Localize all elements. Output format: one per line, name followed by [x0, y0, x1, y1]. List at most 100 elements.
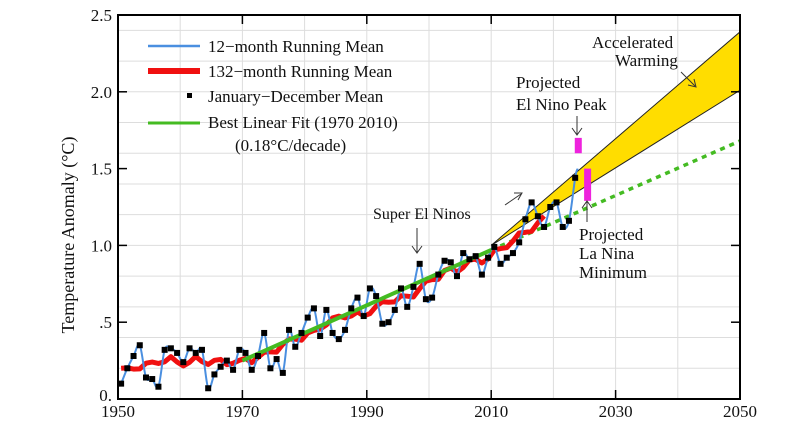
legend-label-132month: 132−month Running Mean [208, 62, 393, 81]
annotation-accelerated-line1: Accelerated [592, 33, 674, 52]
annual-mean-point [460, 250, 467, 257]
annual-mean-point [485, 254, 492, 261]
legend-label-linear-fit: Best Linear Fit (1970 2010) [208, 113, 398, 132]
annual-mean-point [466, 256, 473, 263]
annual-mean-point [373, 293, 380, 300]
annual-mean-point [180, 359, 187, 366]
annual-mean-point [161, 346, 168, 353]
annual-mean-point [503, 254, 510, 261]
arrowhead-icon [687, 78, 697, 88]
annual-mean-point [478, 271, 485, 278]
legend-label-annual: January−December Mean [208, 87, 384, 106]
annual-mean-point [205, 385, 212, 392]
annual-mean-point [342, 326, 349, 333]
annual-mean-point [317, 333, 324, 340]
y-tick-label: 2.5 [91, 6, 112, 25]
annual-mean-point [118, 380, 125, 387]
annotation-el-nino-peak-line1: Projected [516, 73, 581, 92]
annual-mean-point [410, 283, 417, 290]
annual-mean-point [335, 336, 342, 343]
annual-mean-point [136, 342, 143, 349]
annotation-la-nina-line3: Minimum [579, 263, 647, 282]
y-tick-label: 1.5 [91, 160, 112, 179]
annual-mean-point [217, 363, 224, 370]
annual-mean-point [167, 345, 174, 352]
annual-mean-point [547, 204, 554, 210]
annual-mean-point [385, 319, 392, 326]
annual-mean-point [223, 357, 230, 364]
axis-ticks: 1950 1970 1990 2010 2030 2050 0. .5 1.0 1.5 2.0 2.5 [91, 6, 757, 421]
annual-mean-point [267, 365, 274, 372]
annual-mean-point [248, 366, 255, 373]
annual-mean-point [435, 271, 442, 278]
y-tick-label: 1.0 [91, 236, 112, 255]
annual-mean-point [416, 260, 423, 267]
plot-border [117, 14, 741, 400]
annual-mean-point [261, 329, 268, 336]
annual-mean-point [509, 250, 516, 257]
y-tick-label: 2.0 [91, 83, 112, 102]
legend-swatch-annual [187, 93, 192, 98]
annual-mean-point [142, 374, 149, 381]
annual-mean-point [286, 326, 293, 333]
annual-mean-point [292, 343, 299, 350]
running-mean-132-month [120, 214, 546, 372]
annual-mean-point [354, 294, 361, 301]
arrowhead-icon [411, 245, 423, 254]
annual-mean-point [348, 305, 355, 312]
annual-mean-point [441, 257, 448, 264]
x-tick-label: 2050 [723, 402, 757, 421]
arrowhead-icon [514, 192, 523, 201]
annual-mean-point [155, 383, 162, 390]
annual-mean-point [124, 365, 131, 372]
annual-mean-point [422, 296, 429, 303]
annual-mean-point [174, 349, 181, 356]
annual-mean-point [230, 366, 237, 373]
annual-mean-point [360, 313, 367, 320]
annual-mean-point [298, 329, 305, 336]
legend-label-12month: 12−month Running Mean [208, 37, 384, 56]
annual-mean-point [572, 174, 579, 181]
annual-mean-point [192, 349, 199, 356]
annotation-accelerated-line2: Warming [615, 51, 678, 70]
annual-mean-point [391, 306, 398, 313]
annual-mean-point [310, 305, 317, 312]
x-tick-label: 1970 [225, 402, 259, 421]
annual-mean-point [553, 199, 560, 206]
annotation-el-nino-peak-line2: El Nino Peak [516, 95, 607, 114]
annual-mean-point [329, 329, 336, 336]
annual-mean-point [279, 369, 286, 376]
annual-mean-point [130, 352, 137, 359]
arrow-accelerated [680, 71, 696, 87]
legend: 12−month Running Mean 132−month Running … [148, 37, 398, 155]
plot-frame [117, 14, 741, 400]
annual-mean-point [559, 223, 566, 230]
annual-mean-point [323, 306, 330, 313]
annual-mean-point [198, 346, 205, 353]
annual-mean-point [398, 285, 405, 292]
annotation-la-nina-line1: Projected [579, 225, 644, 244]
annual-mean-point [534, 213, 541, 220]
annual-mean-point [447, 259, 454, 266]
linear-fit-line [241, 248, 493, 363]
annual-mean-point [273, 356, 280, 363]
annual-mean-point [242, 349, 249, 356]
y-tick-label: 0. [99, 386, 112, 405]
x-tick-label: 2010 [474, 402, 508, 421]
annual-mean-point [366, 285, 373, 292]
annotation-super-el-ninos: Super El Ninos [373, 206, 471, 223]
annual-mean-point [453, 273, 460, 280]
legend-note: (0.18°C/decade) [235, 136, 346, 155]
x-tick-label: 2030 [599, 402, 633, 421]
annual-mean-point [149, 376, 156, 383]
x-tick-label: 1950 [101, 402, 135, 421]
y-axis-label: Temperature Anomaly (°C) [58, 137, 79, 334]
annual-mean-point [429, 294, 436, 301]
annual-mean-point [491, 243, 498, 250]
annual-mean-point [565, 217, 572, 224]
annotations: Super El Ninos Projected El Nino Peak Pr… [373, 33, 697, 282]
projected-la-nina-minimum-bar [584, 168, 592, 201]
annual-mean-point [304, 314, 311, 321]
annual-mean-point [404, 303, 411, 310]
annual-mean-point [254, 352, 261, 359]
